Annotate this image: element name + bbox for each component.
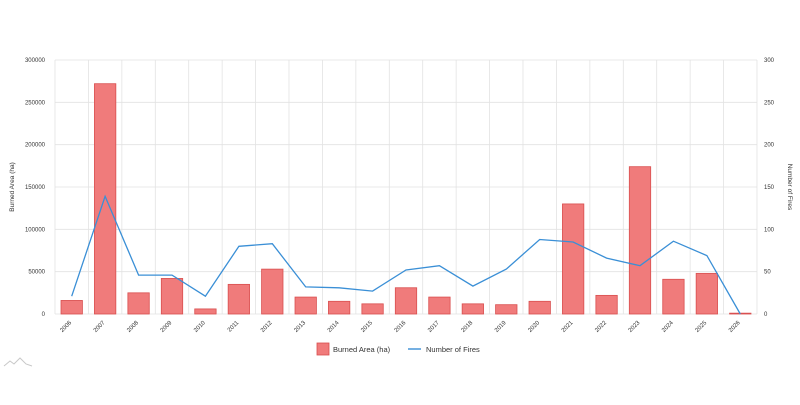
- left-axis-ticks: 0 50000 100000 150000 200000 250000 300000: [25, 58, 46, 318]
- x-axis-tick-label: 2013: [293, 320, 307, 334]
- burned-area-bar: [595, 294, 618, 315]
- x-axis-tick-label: 2012: [260, 320, 274, 334]
- left-axis-tick-label: 200000: [25, 143, 46, 149]
- x-axis-tick-label: 2026: [728, 320, 742, 334]
- x-axis-ticks: 2006 2007 2008 2009 2010 2011 2012 2013 2014 2015…: [59, 320, 742, 334]
- left-axis-tick-label: 250000: [25, 100, 46, 106]
- x-axis-tick-label: 2020: [527, 320, 541, 334]
- legend: Burned Area (ha) Number of Fires: [316, 342, 480, 356]
- burned-area-bar: [562, 203, 585, 315]
- right-axis-tick-label: 300: [764, 58, 775, 64]
- burned-area-bar: [495, 304, 518, 315]
- right-axis-ticks: 0 50 100 150 200 250 300: [764, 58, 775, 318]
- burned-area-bar: [528, 300, 551, 315]
- x-axis-tick-label: 2019: [494, 320, 508, 334]
- x-axis-tick-label: 2007: [93, 320, 107, 334]
- x-axis-tick-label: 2006: [59, 320, 73, 334]
- left-axis-tick-label: 0: [42, 312, 46, 318]
- x-axis-tick-label: 2010: [193, 320, 207, 334]
- burned-area-bar: [261, 268, 284, 315]
- burned-area-bar: [628, 166, 652, 315]
- right-axis-tick-label: 50: [764, 270, 771, 276]
- x-axis-tick-label: 2014: [327, 320, 341, 334]
- x-axis-tick-label: 2009: [160, 320, 174, 334]
- right-axis-tick-label: 0: [764, 312, 768, 318]
- right-axis-title: Number of Fires: [786, 164, 793, 211]
- number-of-fires-line: [71, 194, 741, 315]
- x-axis-tick-label: 2008: [126, 320, 140, 334]
- burned-area-bar: [127, 292, 150, 315]
- legend-swatch-burned-area: [316, 342, 330, 356]
- burned-area-bar: [227, 283, 250, 315]
- left-axis-title: Burned Area (ha): [9, 162, 16, 212]
- watermark-logo: [3, 357, 33, 367]
- x-axis-tick-label: 2017: [427, 320, 441, 334]
- legend-label-burned-area: Burned Area (ha): [333, 345, 391, 354]
- right-axis-tick-label: 250: [764, 100, 775, 106]
- x-axis-tick-label: 2011: [227, 320, 241, 334]
- right-axis-tick-label: 100: [764, 227, 775, 233]
- burned-area-bar: [328, 300, 351, 315]
- x-axis-tick-label: 2021: [561, 320, 575, 334]
- burned-area-bar: [662, 278, 685, 315]
- x-axis-tick-label: 2018: [461, 320, 475, 334]
- burned-area-bar: [194, 308, 217, 315]
- burned-area-bar: [60, 300, 83, 315]
- burned-area-bar: [160, 278, 184, 315]
- burned-area-bar: [94, 83, 117, 315]
- legend-label-number-of-fires: Number of Fires: [426, 345, 480, 354]
- gridlines: [54, 59, 758, 315]
- burned-area-bar: [294, 296, 317, 315]
- left-axis-tick-label: 100000: [25, 227, 46, 233]
- x-axis-tick-label: 2024: [661, 320, 675, 334]
- x-axis-tick-label: 2023: [628, 320, 642, 334]
- left-axis-tick-label: 50000: [28, 270, 45, 276]
- x-axis-tick-label: 2016: [394, 320, 408, 334]
- burned-area-bar: [361, 303, 384, 315]
- burned-area-bar: [695, 272, 718, 315]
- burned-area-bar: [394, 287, 418, 315]
- left-axis-tick-label: 150000: [25, 185, 46, 191]
- right-axis-tick-label: 150: [764, 185, 775, 191]
- right-axis-tick-label: 200: [764, 143, 775, 149]
- x-axis-tick-label: 2025: [695, 320, 709, 334]
- burned-area-bars: [60, 83, 752, 315]
- x-axis-tick-label: 2015: [360, 320, 374, 334]
- burned-area-bar: [428, 296, 451, 315]
- x-axis-tick-label: 2022: [594, 320, 608, 334]
- left-axis-tick-label: 300000: [25, 58, 46, 64]
- burned-area-bar: [461, 303, 484, 315]
